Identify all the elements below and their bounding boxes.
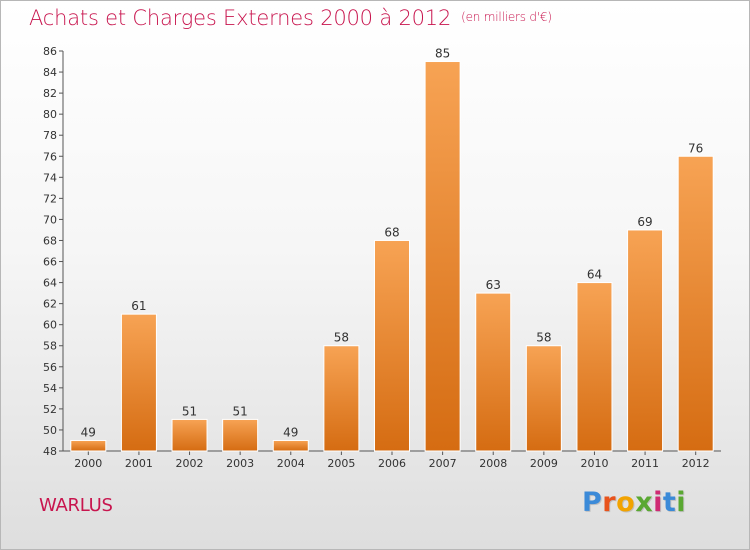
logo-letter: x [635,487,654,518]
y-tick-label: 66 [43,256,57,269]
y-tick-label: 62 [43,298,57,311]
x-tick-label: 2000 [74,457,102,470]
bar-value-label: 68 [384,225,399,239]
bar-2006[interactable] [374,239,410,452]
y-tick-label: 72 [43,192,57,205]
y-tick-label: 48 [43,445,57,458]
chart-title: Achats et Charges Externes 2000 à 2012 (e… [29,6,552,30]
chart-title-text: Achats et Charges Externes 2000 à 2012 [29,6,452,30]
x-tick-label: 2005 [327,457,355,470]
x-tick-label: 2004 [277,457,305,470]
bar-value-label: 49 [81,425,96,439]
bar-2001[interactable] [120,313,157,452]
x-tick-label: 2002 [176,457,204,470]
bar-value-label: 51 [182,404,197,418]
x-tick-label: 2011 [631,457,659,470]
y-tick-label: 50 [43,424,57,437]
bar-value-label: 58 [334,331,349,345]
logo-letter: i [653,487,663,518]
bar-2004[interactable] [272,439,309,452]
y-tick-label: 68 [43,234,57,247]
x-tick-label: 2012 [682,457,710,470]
y-tick-label: 86 [43,45,57,58]
bar-value-label: 64 [587,268,602,282]
bar-value-label: 63 [486,278,501,292]
chart-unit: (en milliers d'€) [461,10,552,24]
logo-letter: P [582,487,603,518]
y-tick-label: 64 [43,277,57,290]
y-tick-label: 76 [43,150,57,163]
x-axis: 2000 2001 2002 2003 2004 2005 2006 2007 2008 2009… [63,450,721,470]
y-tick-label: 54 [43,382,57,395]
logo-letter: t [662,487,677,518]
y-tick-label: 74 [43,171,57,184]
bar-2009[interactable] [525,345,562,452]
y-tick-label: 80 [43,108,57,121]
logo-letter: o [616,487,636,518]
bar-2002[interactable] [171,418,208,452]
logo-letter: i [676,487,687,518]
bar-2003[interactable] [222,418,259,452]
x-tick-label: 2006 [378,457,406,470]
y-tick-label: 52 [43,403,57,416]
x-tick-label: 2007 [429,457,457,470]
bar-2008[interactable] [475,292,512,452]
bar-value-label: 58 [536,331,551,345]
x-tick-label: 2008 [479,457,507,470]
commune-name: WARLUS [39,495,113,516]
bar-value-label: 49 [283,425,298,439]
bar-2007[interactable] [424,61,461,452]
bar-2010[interactable] [576,282,613,452]
y-tick-label: 70 [43,213,57,226]
bar-2005[interactable] [323,345,360,452]
y-tick-label: 60 [43,319,57,332]
y-axis: 48 50 52 54 56 58 60 62 64 66 68 70 72 74 76 78 80 82 84 86 [43,45,64,458]
bar-value-label: 76 [688,141,703,155]
bar-value-label: 61 [131,299,146,313]
y-tick-label: 78 [43,129,57,142]
y-tick-label: 58 [43,340,57,353]
x-tick-label: 2010 [580,457,608,470]
bar-value-label: 69 [637,215,652,229]
y-tick-label: 84 [43,66,57,79]
logo-letter: r [602,487,617,518]
y-tick-label: 56 [43,361,57,374]
x-tick-label: 2001 [125,457,153,470]
bar-2000[interactable] [70,439,107,452]
bar-2012[interactable] [677,155,714,452]
proxiti-logo[interactable]: Proxiti [582,487,686,518]
bar-2011[interactable] [627,229,664,452]
y-tick-label: 82 [43,87,57,100]
x-tick-label: 2003 [226,457,254,470]
bar-value-label: 85 [435,47,450,61]
bar-value-label: 51 [233,404,248,418]
x-tick-label: 2009 [530,457,558,470]
bars: 49 61 51 51 49 58 68 85 63 58 64 69 76 [70,47,714,452]
